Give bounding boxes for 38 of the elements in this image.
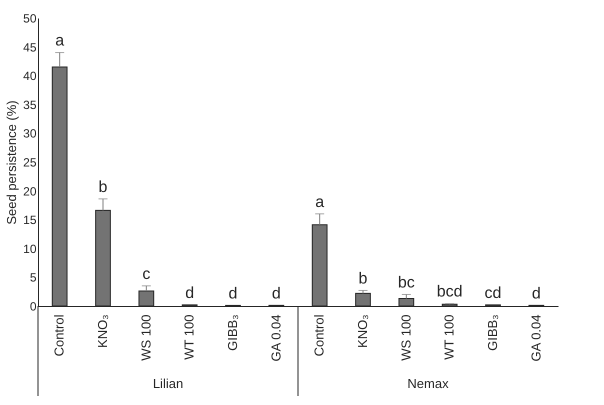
data-label: b [98,178,108,196]
y-tick-label: 0 [30,300,37,314]
data-label: d [228,285,238,302]
text: Nemax [407,376,450,391]
data-label: b [358,270,368,288]
y-tick-label: 15 [23,213,37,228]
x-tick-label: GA 0.04 [268,314,284,362]
x-tick-label: WS 100 [138,314,154,361]
x-tick-label: KNO₃ [95,314,110,348]
y-tick-label: 45 [23,40,37,54]
y-tick-label: 20 [23,184,37,198]
data-label: a [55,32,64,50]
data-label: cd [484,284,502,302]
data-label: d [185,284,194,302]
x-tick-label: GA 0.04 [528,314,544,362]
data-label: a [315,194,324,211]
y-tick-label: 40 [23,69,37,84]
data-label: c [142,266,150,283]
x-tick-label: Control [52,314,67,356]
y-tick-label: 5 [30,270,37,285]
y-tick-label: 30 [23,126,37,141]
data-label: d [532,285,541,302]
data-label: bc [398,274,415,292]
x-tick-label: KNO₃ [355,314,370,348]
y-axis-title: Seed persistence (%) [4,100,20,225]
x-tick-label: GIBB₃ [485,314,500,351]
x-tick-label: Control [312,314,327,356]
data-label: bcd [436,284,463,301]
text: Lilian [152,376,184,391]
data-label: d [272,285,281,302]
y-tick-label: 35 [23,98,37,112]
x-tick-label: WT 100 [182,314,197,360]
y-tick-label: 25 [23,156,37,170]
x-tick-label: GIBB₃ [225,314,240,351]
x-tick-label: WS 100 [398,314,414,361]
x-tick-label: WT 100 [442,314,457,360]
y-tick-label: 50 [23,12,37,26]
y-tick-label: 10 [23,242,37,256]
